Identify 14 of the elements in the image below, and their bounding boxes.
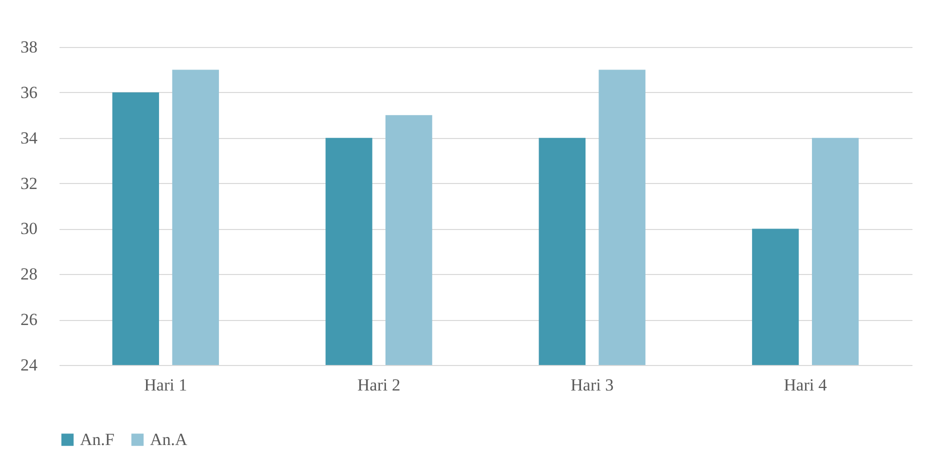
x-tick-label: Hari 4	[784, 376, 828, 394]
y-tick-label: 36	[20, 82, 38, 102]
x-tick-label: Hari 2	[357, 376, 400, 394]
y-tick-label: 34	[20, 128, 38, 148]
y-tick-label: 28	[20, 264, 38, 284]
legend-label: An.F	[80, 430, 114, 449]
legend-label: An.A	[150, 430, 188, 449]
y-tick-label: 26	[20, 310, 38, 330]
y-tick-label: 32	[20, 174, 38, 193]
y-tick-label: 38	[20, 38, 38, 56]
x-tick-label: Hari 3	[570, 376, 614, 394]
y-tick-label: 30	[20, 219, 38, 238]
x-tick-label: Hari 1	[144, 376, 188, 394]
y-tick-label: 24	[20, 356, 38, 374]
